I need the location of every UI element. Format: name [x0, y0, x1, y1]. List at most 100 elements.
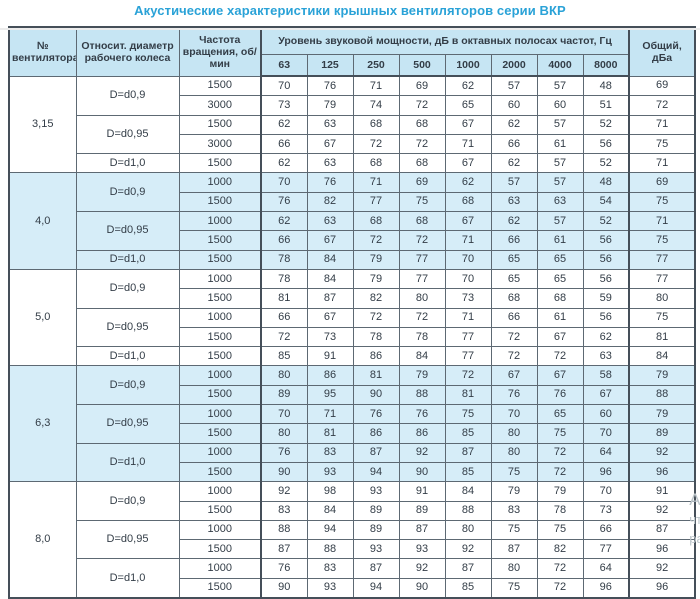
- speed-cell: 1000: [178, 172, 262, 193]
- level-cell: 78: [398, 326, 446, 348]
- level-cell: 60: [490, 95, 538, 116]
- level-cell: 85: [444, 577, 492, 599]
- level-cell: 86: [352, 423, 400, 444]
- level-cell: 80: [260, 423, 308, 444]
- table-row: 6,3 D=d0,9 1000 80 86 81 79 72 67 67 58 79: [8, 365, 696, 483]
- level-cell: 92: [398, 558, 446, 579]
- speed-cell: 1500: [178, 539, 262, 560]
- level-cell: 86: [398, 423, 446, 444]
- level-cell: 87: [306, 288, 354, 309]
- table-row: 3000 73 79 74 72 65 60 60 51 72: [9, 95, 696, 116]
- level-cell: 56: [582, 230, 630, 251]
- level-cell: 72: [398, 95, 446, 116]
- level-cell: 72: [536, 346, 584, 367]
- level-cell: 67: [536, 365, 584, 386]
- total-cell: 72: [628, 95, 696, 116]
- level-cell: 66: [260, 230, 308, 251]
- level-cell: 76: [490, 384, 538, 406]
- fan-number-cell: 5,0: [8, 268, 77, 367]
- speed-cell: 1500: [178, 249, 262, 270]
- level-cell: 90: [398, 577, 446, 599]
- header-row-frequencies: 63 125 250 500 1000 2000 4000 8000: [9, 53, 695, 77]
- level-cell: 72: [536, 558, 584, 579]
- speed-cell: 1500: [178, 191, 262, 213]
- table-row: 1500 72 73 78 78 77 72 67 62 81: [9, 326, 696, 348]
- level-cell: 90: [260, 577, 308, 599]
- level-cell: 70: [582, 481, 630, 502]
- table-row: 8,0 D=d0,9 1000 92 98 93 91 84 79 79 70 91: [8, 481, 696, 599]
- level-cell: 86: [352, 346, 400, 367]
- level-cell: 62: [260, 153, 308, 174]
- level-cell: 79: [352, 249, 400, 270]
- fan-number-cell: 3,15: [8, 75, 77, 174]
- level-cell: 72: [398, 307, 446, 328]
- total-cell: 84: [628, 346, 696, 367]
- total-cell: 87: [628, 519, 696, 541]
- level-cell: 72: [536, 442, 584, 463]
- speed-cell: 1000: [178, 558, 262, 579]
- speed-cell: 1000: [178, 404, 262, 425]
- level-cell: 79: [306, 95, 354, 116]
- header-total: Общий, дБа: [628, 26, 696, 77]
- level-cell: 93: [352, 539, 400, 560]
- level-cell: 68: [444, 191, 492, 213]
- level-cell: 92: [398, 442, 446, 463]
- level-cell: 72: [536, 461, 584, 483]
- level-cell: 87: [260, 539, 308, 560]
- diameter-cell: D=d0,95: [75, 519, 180, 560]
- level-cell: 66: [582, 519, 630, 541]
- level-cell: 84: [444, 481, 492, 502]
- level-cell: 83: [260, 500, 308, 521]
- level-cell: 76: [260, 191, 308, 213]
- level-cell: 56: [582, 268, 630, 290]
- level-cell: 81: [260, 288, 308, 309]
- level-cell: 66: [260, 133, 308, 155]
- level-cell: 72: [260, 326, 308, 348]
- level-cell: 57: [536, 114, 584, 135]
- level-cell: 88: [306, 539, 354, 560]
- level-cell: 62: [260, 211, 308, 232]
- header-spl-group: Уровень звуковой мощности, дБ в октавных…: [259, 26, 630, 55]
- diameter-cell: D=d1,0: [75, 442, 180, 483]
- level-cell: 72: [352, 307, 400, 328]
- level-cell: 56: [582, 133, 630, 155]
- level-cell: 52: [582, 211, 630, 232]
- speed-cell: 1000: [178, 519, 262, 541]
- level-cell: 76: [260, 442, 308, 463]
- table-row: D=d0,95 1000 70 71 76 76 75 70 65 60 79: [9, 404, 696, 444]
- level-cell: 68: [352, 211, 400, 232]
- level-cell: 75: [536, 519, 584, 541]
- level-cell: 77: [444, 346, 492, 367]
- total-cell: 79: [628, 365, 696, 386]
- diameter-cell: D=d0,95: [75, 404, 180, 444]
- level-cell: 75: [444, 404, 492, 425]
- level-cell: 78: [260, 249, 308, 270]
- fan-number-cell: 8,0: [8, 481, 77, 599]
- level-cell: 56: [582, 249, 630, 270]
- table-row: D=d0,95 1000 66 67 72 72 71 66 61 56 75: [9, 307, 696, 348]
- total-cell: 71: [628, 211, 696, 232]
- table-body: 3,15 D=d0,9 1500 70 76 71 69 62 57 57 48 69 3000 73 79…: [8, 75, 696, 599]
- level-cell: 94: [306, 519, 354, 541]
- level-cell: 70: [260, 404, 308, 425]
- acoustic-characteristics-table: № вентилятора Относит. диаметр рабочего …: [8, 26, 697, 599]
- level-cell: 76: [398, 404, 446, 425]
- level-cell: 73: [260, 95, 308, 116]
- level-cell: 62: [260, 114, 308, 135]
- level-cell: 88: [444, 500, 492, 521]
- level-cell: 48: [582, 75, 630, 97]
- level-cell: 66: [490, 230, 538, 251]
- level-cell: 87: [490, 539, 538, 560]
- level-cell: 83: [306, 558, 354, 579]
- diameter-cell: D=d0,9: [75, 268, 180, 309]
- level-cell: 79: [398, 365, 446, 386]
- level-cell: 65: [536, 404, 584, 425]
- speed-cell: 1000: [178, 365, 262, 386]
- table-row: 1500 76 82 77 75 68 63 63 54 75: [9, 191, 696, 213]
- total-cell: 71: [628, 153, 696, 174]
- level-cell: 71: [444, 133, 492, 155]
- level-cell: 72: [398, 230, 446, 251]
- total-cell: 96: [628, 461, 696, 483]
- level-cell: 98: [306, 481, 354, 502]
- header-fan-number: № вентилятора: [8, 26, 77, 77]
